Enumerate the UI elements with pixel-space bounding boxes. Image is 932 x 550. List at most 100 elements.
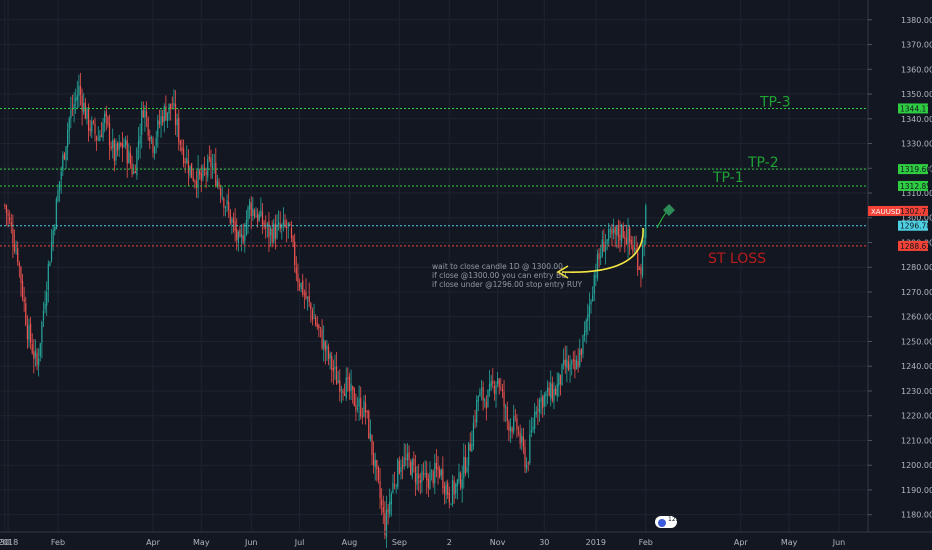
candle-body <box>590 301 592 305</box>
candle-body <box>527 462 529 464</box>
candle-body <box>265 227 267 229</box>
candle-body <box>129 153 132 165</box>
candle-body <box>60 171 62 180</box>
candle-body <box>450 503 452 505</box>
price-axis[interactable]: 1180.00 1190.00 1200.00 1210.00 1220.00 1230.… <box>868 16 932 520</box>
candle-body <box>276 224 278 238</box>
candle-body <box>484 399 486 402</box>
candle-body <box>641 245 644 276</box>
candle-body <box>236 229 238 240</box>
candle-body <box>192 177 194 181</box>
price-badge <box>898 164 928 175</box>
candle-body <box>588 306 591 317</box>
candle-body <box>616 227 618 236</box>
price-badge-text: 1296.78 <box>900 222 931 231</box>
candle-body <box>551 383 553 401</box>
price-badge-text: 1319.66 <box>900 165 931 174</box>
level-label: TP-1 <box>712 170 744 186</box>
candle-body <box>587 314 589 321</box>
candle-body <box>29 323 32 343</box>
candle-body <box>604 244 607 252</box>
candle-body <box>136 148 138 176</box>
candle-body <box>311 310 314 321</box>
level-label: TP-3 <box>759 94 791 110</box>
candle-body <box>582 335 584 354</box>
candle-body <box>464 456 467 474</box>
candle-body <box>583 330 586 336</box>
price-badge <box>898 240 928 251</box>
candle-body <box>298 284 301 288</box>
candle-body <box>10 222 12 227</box>
candle-body <box>458 472 460 482</box>
candle-body <box>329 353 331 359</box>
candle-body <box>624 236 626 239</box>
candle-body <box>36 352 38 365</box>
candle-body <box>23 298 25 303</box>
candle-body <box>332 368 334 371</box>
x-tick-label: Jul <box>294 538 305 547</box>
candle-body <box>104 113 106 123</box>
candle-body <box>52 230 54 244</box>
candle-body <box>150 136 152 139</box>
candle-body <box>306 297 309 299</box>
candle-body <box>108 123 111 146</box>
candle-body <box>493 385 495 394</box>
candle-body <box>274 224 276 239</box>
candle-body <box>348 376 351 391</box>
candle-body <box>182 148 185 164</box>
candle-body <box>67 130 69 147</box>
y-tick-label: 1250.00 <box>901 337 932 346</box>
candle-body <box>632 246 634 252</box>
candle-body <box>226 200 228 205</box>
candle-body <box>271 229 273 243</box>
candle-body <box>384 513 386 536</box>
grid <box>0 0 868 532</box>
candle-body <box>621 225 623 242</box>
candle-body <box>447 482 449 495</box>
price-badge <box>898 220 928 231</box>
candle-body <box>339 380 341 393</box>
candle-body <box>44 303 46 310</box>
candle-body <box>443 486 446 494</box>
x-tick-label: Aug <box>342 538 358 547</box>
price-badge <box>898 205 928 216</box>
candle-body <box>187 160 190 174</box>
candle-body <box>554 388 557 396</box>
flag-icon <box>658 519 666 527</box>
candle-body <box>524 447 526 468</box>
candle-body <box>287 222 289 227</box>
indicator-flag[interactable]: 12.1 <box>655 516 682 528</box>
candle-body <box>358 398 360 407</box>
candle-body <box>548 387 550 397</box>
candle-body <box>638 268 640 270</box>
candle-body <box>50 241 53 261</box>
candle-body <box>144 109 146 118</box>
candle-body <box>38 358 40 366</box>
candle-body <box>199 170 201 175</box>
candle-body <box>126 140 128 164</box>
y-tick-label: 1280.00 <box>901 263 932 272</box>
candle-body <box>281 224 283 229</box>
candle-body <box>211 166 214 168</box>
candle-body <box>324 341 326 351</box>
candle-body <box>123 144 125 147</box>
y-tick-label: 1370.00 <box>901 41 932 50</box>
candle-body <box>202 167 204 179</box>
candle-body <box>522 436 524 447</box>
candle-body <box>455 484 457 494</box>
candle-body <box>385 509 388 537</box>
x-tick-label: Apr <box>734 538 749 547</box>
candle-body <box>244 234 246 241</box>
candle-body <box>118 142 120 150</box>
candle-body <box>261 211 264 225</box>
candle-body <box>635 247 637 253</box>
candle-body <box>62 155 64 171</box>
candle-body <box>471 444 473 452</box>
candle-body <box>28 325 30 341</box>
candle-body <box>400 467 402 472</box>
candle-body <box>337 380 339 383</box>
annotation-line-2: if close @1300.00 you can entry BU <box>432 271 567 280</box>
candle-body <box>569 364 571 370</box>
